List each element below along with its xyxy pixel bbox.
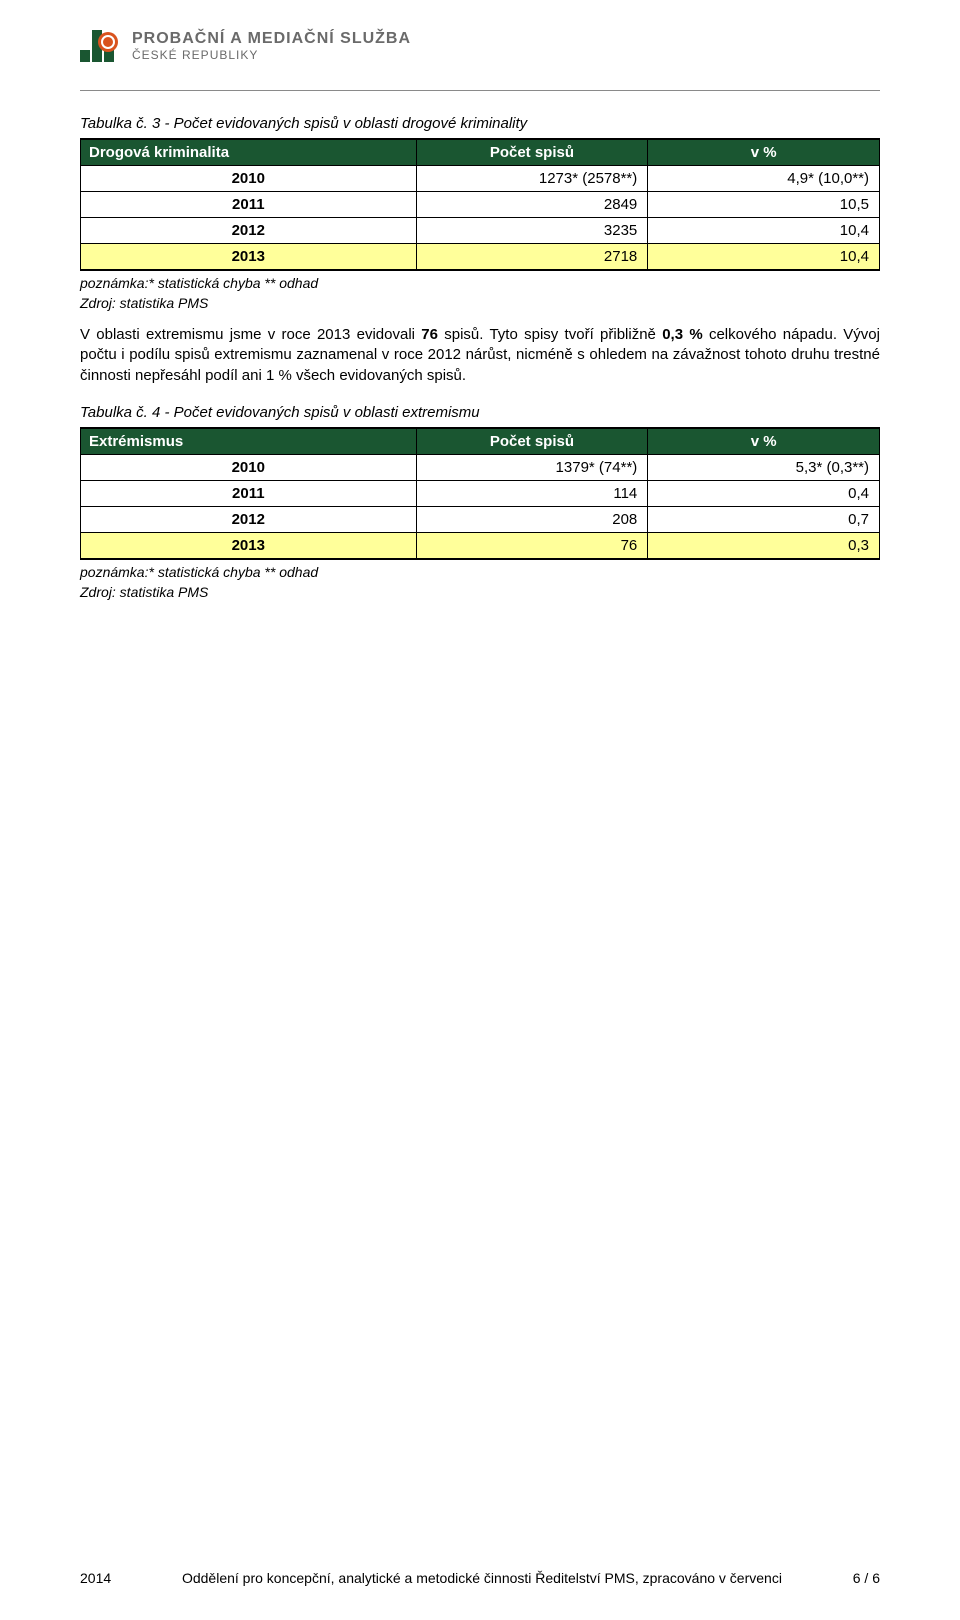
cell-count: 1379* (74**) xyxy=(416,454,648,480)
cell-pct: 0,7 xyxy=(648,506,880,532)
table1-col1: Počet spisů xyxy=(416,139,648,166)
cell-pct: 4,9* (10,0**) xyxy=(648,166,880,192)
table-row: 2012 208 0,7 xyxy=(81,506,880,532)
cell-year: 2010 xyxy=(81,166,417,192)
cell-pct: 10,4 xyxy=(648,244,880,271)
cell-year: 2011 xyxy=(81,192,417,218)
page: PROBAČNÍ A MEDIAČNÍ SLUŽBA ČESKÉ REPUBLI… xyxy=(0,0,960,1620)
cell-count: 2718 xyxy=(416,244,648,271)
table2-note-a: poznámka:* statistická chyba ** odhad xyxy=(80,564,880,580)
cell-pct: 0,3 xyxy=(648,532,880,559)
cell-pct: 10,5 xyxy=(648,192,880,218)
cell-year: 2011 xyxy=(81,480,417,506)
cell-pct: 10,4 xyxy=(648,218,880,244)
para-text: spisů. Tyto spisy tvoří přibližně xyxy=(438,326,662,343)
table2-caption: Tabulka č. 4 - Počet evidovaných spisů v… xyxy=(80,404,880,421)
cell-year: 2012 xyxy=(81,506,417,532)
cell-count: 208 xyxy=(416,506,648,532)
table2-note-b: Zdroj: statistika PMS xyxy=(80,584,880,600)
logo xyxy=(80,30,118,62)
table1-col2: v % xyxy=(648,139,880,166)
brand-line1: PROBAČNÍ A MEDIAČNÍ SLUŽBA xyxy=(132,30,411,48)
cell-year: 2013 xyxy=(81,244,417,271)
table-row: 2013 76 0,3 xyxy=(81,532,880,559)
cell-count: 114 xyxy=(416,480,648,506)
cell-count: 76 xyxy=(416,532,648,559)
table-extremismus: Extrémismus Počet spisů v % 2010 1379* (… xyxy=(80,427,880,560)
brand-text: PROBAČNÍ A MEDIAČNÍ SLUŽBA ČESKÉ REPUBLI… xyxy=(132,30,411,62)
logo-bar-1 xyxy=(80,50,90,62)
para-bold-03pct: 0,3 % xyxy=(662,326,702,343)
footer-center: Oddělení pro koncepční, analytické a met… xyxy=(111,1570,853,1586)
table2-col2: v % xyxy=(648,428,880,455)
cell-count: 3235 xyxy=(416,218,648,244)
table2-col1: Počet spisů xyxy=(416,428,648,455)
table-row: 2013 2718 10,4 xyxy=(81,244,880,271)
para-text: V oblasti extremismu jsme v roce 2013 ev… xyxy=(80,326,421,343)
table-row: 2012 3235 10,4 xyxy=(81,218,880,244)
table-row: 2011 114 0,4 xyxy=(81,480,880,506)
cell-year: 2013 xyxy=(81,532,417,559)
cell-year: 2010 xyxy=(81,454,417,480)
cell-pct: 5,3* (0,3**) xyxy=(648,454,880,480)
table-row: 2011 2849 10,5 xyxy=(81,192,880,218)
brand-line2: ČESKÉ REPUBLIKY xyxy=(132,48,411,62)
table1-note-b: Zdroj: statistika PMS xyxy=(80,295,880,311)
footer-page-number: 6 / 6 xyxy=(853,1570,880,1586)
header-divider xyxy=(80,90,880,91)
table-row: 2010 1379* (74**) 5,3* (0,3**) xyxy=(81,454,880,480)
logo-circle-icon xyxy=(98,32,118,52)
table-drogova-kriminalita: Drogová kriminalita Počet spisů v % 2010… xyxy=(80,138,880,271)
table1-col0: Drogová kriminalita xyxy=(81,139,417,166)
cell-count: 2849 xyxy=(416,192,648,218)
page-footer: 2014 Oddělení pro koncepční, analytické … xyxy=(80,1570,880,1586)
table2-col0: Extrémismus xyxy=(81,428,417,455)
cell-year: 2012 xyxy=(81,218,417,244)
para-bold-76: 76 xyxy=(421,326,438,343)
footer-year: 2014 xyxy=(80,1570,111,1586)
paragraph-extremismus: V oblasti extremismu jsme v roce 2013 ev… xyxy=(80,325,880,386)
table-row: Drogová kriminalita Počet spisů v % xyxy=(81,139,880,166)
cell-count: 1273* (2578**) xyxy=(416,166,648,192)
table-row: 2010 1273* (2578**) 4,9* (10,0**) xyxy=(81,166,880,192)
brand-header: PROBAČNÍ A MEDIAČNÍ SLUŽBA ČESKÉ REPUBLI… xyxy=(80,30,880,62)
cell-pct: 0,4 xyxy=(648,480,880,506)
table1-caption: Tabulka č. 3 - Počet evidovaných spisů v… xyxy=(80,115,880,132)
table-row: Extrémismus Počet spisů v % xyxy=(81,428,880,455)
table1-note-a: poznámka:* statistická chyba ** odhad xyxy=(80,275,880,291)
